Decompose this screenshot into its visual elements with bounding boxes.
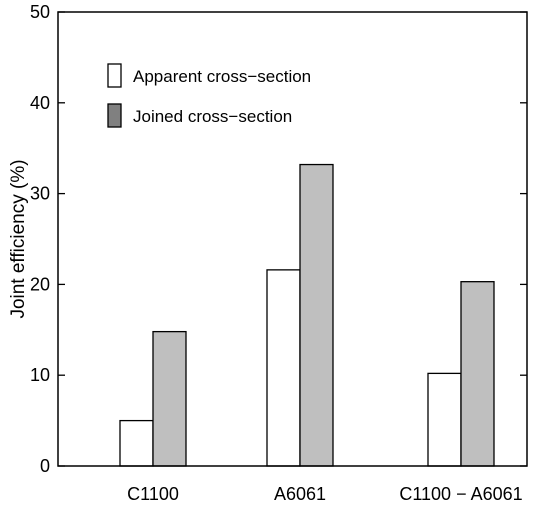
y-axis: 0 10 20 30 40 50 xyxy=(30,2,527,476)
legend-swatch-0 xyxy=(107,63,122,88)
bar-joined-2 xyxy=(460,281,495,467)
y-tick-label: 50 xyxy=(30,2,50,22)
chart-marks xyxy=(119,163,495,467)
x-category-label: A6061 xyxy=(274,484,326,504)
x-axis: C1100 A6061 C1100 − A6061 xyxy=(127,484,523,504)
y-tick-label: 30 xyxy=(30,184,50,204)
bar-apparent-1 xyxy=(266,269,301,467)
legend-label-1: Joined cross−section xyxy=(133,107,292,126)
bar-apparent-0 xyxy=(119,419,154,467)
y-tick-label: 10 xyxy=(30,365,50,385)
legend-label-0: Apparent cross−section xyxy=(133,67,311,86)
bar-apparent-2 xyxy=(427,372,462,467)
y-tick-label: 0 xyxy=(40,456,50,476)
x-category-label: C1100 xyxy=(127,484,179,504)
bar-joined-0 xyxy=(152,330,187,467)
bar-joined-1 xyxy=(299,163,334,467)
plot-frame xyxy=(57,11,528,467)
y-tick-label: 20 xyxy=(30,274,50,294)
y-tick-label: 40 xyxy=(30,93,50,113)
legend-swatch-1 xyxy=(107,103,122,128)
y-axis-label: Joint efficiency (%) xyxy=(8,159,29,318)
x-category-label: C1100 − A6061 xyxy=(399,484,522,504)
legend: Apparent cross−section Joined cross−secti… xyxy=(107,63,311,128)
